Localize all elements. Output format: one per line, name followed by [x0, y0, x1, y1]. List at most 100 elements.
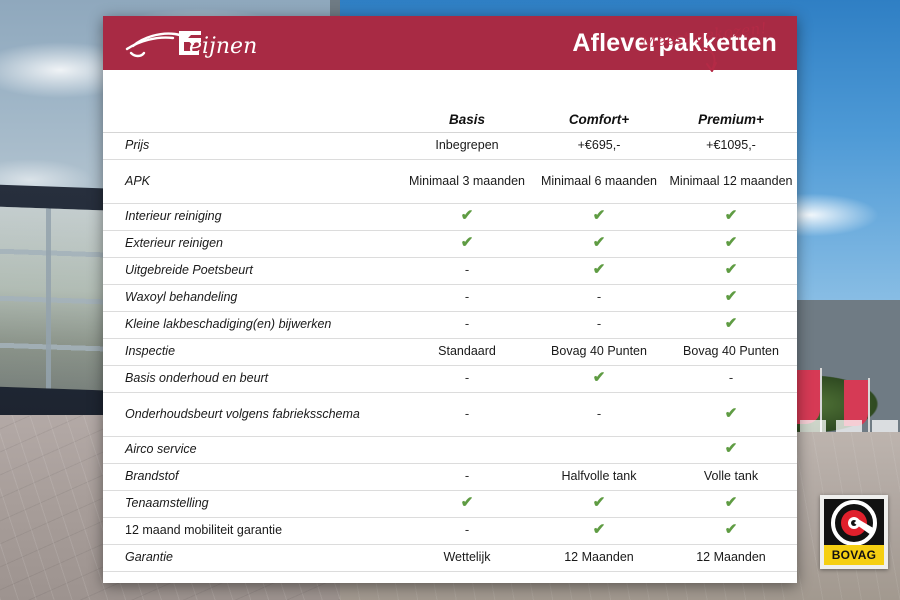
- svg-text:eijnen: eijnen: [189, 34, 257, 59]
- check-icon: ✔: [592, 494, 606, 512]
- feature-value-premium: ✔: [665, 257, 797, 285]
- feature-value-basis: ✔: [401, 230, 533, 258]
- feature-value-premium: ✔: [665, 436, 797, 464]
- feature-value-comfort: Minimaal 6 maanden: [533, 159, 665, 204]
- feature-label: Airco service: [103, 436, 401, 464]
- feature-label: Brandstof: [103, 463, 401, 491]
- reijnen-logo: eijnen: [117, 22, 267, 64]
- check-icon: ✔: [460, 234, 474, 252]
- table-row: APK Minimaal 3 maanden Minimaal 6 maanden M…: [103, 159, 797, 204]
- feature-value-premium: ✔: [665, 517, 797, 545]
- table-row: Garantie Wettelijk 12 Maanden 12 Maanden: [103, 544, 797, 572]
- feature-label: Basis onderhoud en beurt: [103, 365, 401, 393]
- bovag-wordmark: BOVAG: [824, 545, 884, 565]
- feature-value-comfort: Bovag 40 Punten: [533, 338, 665, 366]
- feature-label: Inspectie: [103, 338, 401, 366]
- dash-icon: -: [464, 370, 470, 386]
- column-header-feature: [103, 70, 401, 133]
- feature-label: Interieur reiniging: [103, 203, 401, 231]
- feature-value-comfort: ✔: [533, 257, 665, 285]
- feature-value-premium: ✔: [665, 230, 797, 258]
- feature-value-basis: Minimaal 3 maanden: [401, 159, 533, 204]
- check-icon: ✔: [724, 207, 738, 225]
- feature-value-comfort: [533, 436, 665, 464]
- bovag-target-icon: [831, 500, 877, 546]
- page-title: Afleverpakketten: [572, 28, 777, 57]
- check-icon: ✔: [724, 440, 738, 458]
- feature-value-premium: ✔: [665, 311, 797, 339]
- table-row: Airco service ✔: [103, 436, 797, 464]
- feature-value-premium: ✔: [665, 392, 797, 437]
- table-body: Prijs Inbegrepen +€695,- +€1095,- APK Minimaa…: [103, 132, 797, 572]
- feature-value-comfort: ✔: [533, 230, 665, 258]
- feature-value-basis: ✔: [401, 490, 533, 518]
- bovag-logo: BOVAG: [820, 495, 888, 569]
- table-header-row: Basis Comfort+ Premium+: [103, 70, 797, 133]
- table-row: Brandstof - Halfvolle tank Volle tank: [103, 463, 797, 491]
- table-row: Basis onderhoud en beurt - ✔ -: [103, 365, 797, 393]
- feature-value-basis: ✔: [401, 203, 533, 231]
- dash-icon: -: [464, 468, 470, 484]
- feature-label: Garantie: [103, 544, 401, 572]
- table-row: Onderhoudsbeurt volgens fabrieksschema - -…: [103, 392, 797, 437]
- check-icon: ✔: [724, 404, 738, 422]
- feature-value-basis: [401, 436, 533, 464]
- feature-value-comfort: ✔: [533, 490, 665, 518]
- check-icon: ✔: [724, 521, 738, 539]
- check-icon: ✔: [592, 234, 606, 252]
- table-head: Basis Comfort+ Premium+: [103, 70, 797, 133]
- packages-table: Basis Comfort+ Premium+ Prijs Inbegrepen +…: [103, 70, 797, 572]
- table-row: Exterieur reinigen ✔ ✔ ✔: [103, 230, 797, 258]
- feature-value-premium: Volle tank: [665, 463, 797, 491]
- feature-value-basis: -: [401, 517, 533, 545]
- check-icon: ✔: [724, 288, 738, 306]
- card-header: eijnen Afleverpakketten: [103, 16, 797, 70]
- feature-value-comfort: 12 Maanden: [533, 544, 665, 572]
- feature-value-premium: 12 Maanden: [665, 544, 797, 572]
- table-row: Tenaamstelling ✔ ✔ ✔: [103, 490, 797, 518]
- feature-value-comfort: ✔: [533, 365, 665, 393]
- feature-value-basis: -: [401, 463, 533, 491]
- dash-icon: -: [464, 522, 470, 538]
- dash-icon: -: [596, 405, 602, 421]
- feature-value-basis: Standaard: [401, 338, 533, 366]
- dash-icon: -: [596, 316, 602, 332]
- check-icon: ✔: [724, 315, 738, 333]
- feature-value-premium: ✔: [665, 490, 797, 518]
- curved-arrow-icon: [702, 47, 717, 72]
- pricing-card: eijnen Afleverpakketten Meest gekozen! B…: [103, 16, 797, 583]
- feature-label: Onderhoudsbeurt volgens fabrieksschema: [103, 392, 401, 437]
- feature-value-basis: -: [401, 284, 533, 312]
- feature-value-premium: ✔: [665, 203, 797, 231]
- feature-label: Tenaamstelling: [103, 490, 401, 518]
- table-row: Interieur reiniging ✔ ✔ ✔: [103, 203, 797, 231]
- feature-value-comfort: +€695,-: [533, 132, 665, 160]
- feature-value-basis: Inbegrepen: [401, 132, 533, 160]
- check-icon: ✔: [724, 261, 738, 279]
- table-row: Uitgebreide Poetsbeurt - ✔ ✔: [103, 257, 797, 285]
- reijnen-logo-icon: eijnen: [125, 31, 257, 59]
- feature-value-premium: +€1095,-: [665, 132, 797, 160]
- check-icon: ✔: [592, 521, 606, 539]
- check-icon: ✔: [724, 234, 738, 252]
- feature-value-basis: -: [401, 365, 533, 393]
- table-row: 12 maand mobiliteit garantie - ✔ ✔: [103, 517, 797, 545]
- check-icon: ✔: [724, 494, 738, 512]
- table-row: Prijs Inbegrepen +€695,- +€1095,-: [103, 132, 797, 160]
- bovag-label: BOVAG: [831, 548, 877, 562]
- feature-value-comfort: Halfvolle tank: [533, 463, 665, 491]
- feature-value-basis: -: [401, 311, 533, 339]
- table-row: Kleine lakbeschadiging(en) bijwerken - - ✔: [103, 311, 797, 339]
- bovag-logo-mark: BOVAG: [824, 499, 884, 565]
- dash-icon: -: [464, 289, 470, 305]
- feature-value-basis: -: [401, 257, 533, 285]
- dash-icon: -: [464, 262, 470, 278]
- table-row: Waxoyl behandeling - - ✔: [103, 284, 797, 312]
- column-header-basis: Basis: [401, 70, 533, 133]
- feature-value-premium: Bovag 40 Punten: [665, 338, 797, 366]
- check-icon: ✔: [460, 207, 474, 225]
- check-icon: ✔: [592, 261, 606, 279]
- check-icon: ✔: [592, 369, 606, 387]
- column-header-premium: Premium+: [665, 70, 797, 133]
- feature-label: Prijs: [103, 132, 401, 160]
